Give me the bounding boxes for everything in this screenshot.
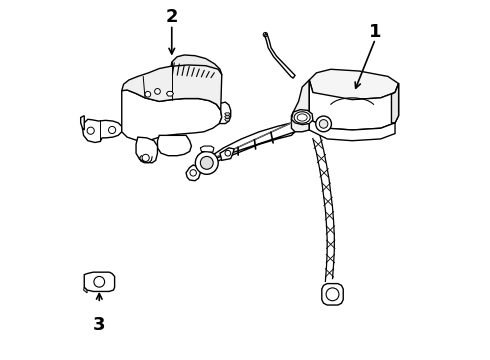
Circle shape <box>155 89 160 94</box>
Circle shape <box>326 288 339 301</box>
Polygon shape <box>84 272 115 292</box>
Circle shape <box>319 120 328 128</box>
Polygon shape <box>122 65 222 111</box>
Polygon shape <box>217 102 231 123</box>
Polygon shape <box>122 90 222 141</box>
Polygon shape <box>81 116 84 130</box>
Polygon shape <box>224 113 230 115</box>
Circle shape <box>145 91 151 97</box>
Polygon shape <box>136 137 157 163</box>
Circle shape <box>142 154 149 161</box>
Polygon shape <box>82 119 122 143</box>
Polygon shape <box>220 148 234 160</box>
Polygon shape <box>309 69 398 100</box>
Circle shape <box>316 116 331 132</box>
Polygon shape <box>392 84 398 123</box>
Polygon shape <box>224 116 230 118</box>
Polygon shape <box>157 135 192 156</box>
Circle shape <box>87 127 94 134</box>
Circle shape <box>225 150 231 156</box>
Text: 2: 2 <box>166 9 178 27</box>
Circle shape <box>190 170 196 176</box>
Polygon shape <box>167 91 173 96</box>
Polygon shape <box>83 287 87 293</box>
Circle shape <box>109 126 116 134</box>
Circle shape <box>200 157 213 169</box>
Polygon shape <box>292 80 309 132</box>
Polygon shape <box>309 119 395 141</box>
Polygon shape <box>170 55 222 78</box>
Polygon shape <box>322 284 343 305</box>
Polygon shape <box>309 80 398 130</box>
Polygon shape <box>207 123 295 166</box>
Polygon shape <box>197 152 217 174</box>
Polygon shape <box>292 110 313 125</box>
Polygon shape <box>265 33 295 78</box>
Circle shape <box>94 276 104 287</box>
Text: 1: 1 <box>369 23 382 41</box>
Circle shape <box>196 152 218 174</box>
Polygon shape <box>186 165 200 181</box>
Text: 3: 3 <box>93 316 105 334</box>
Polygon shape <box>224 118 230 121</box>
Polygon shape <box>200 146 214 152</box>
